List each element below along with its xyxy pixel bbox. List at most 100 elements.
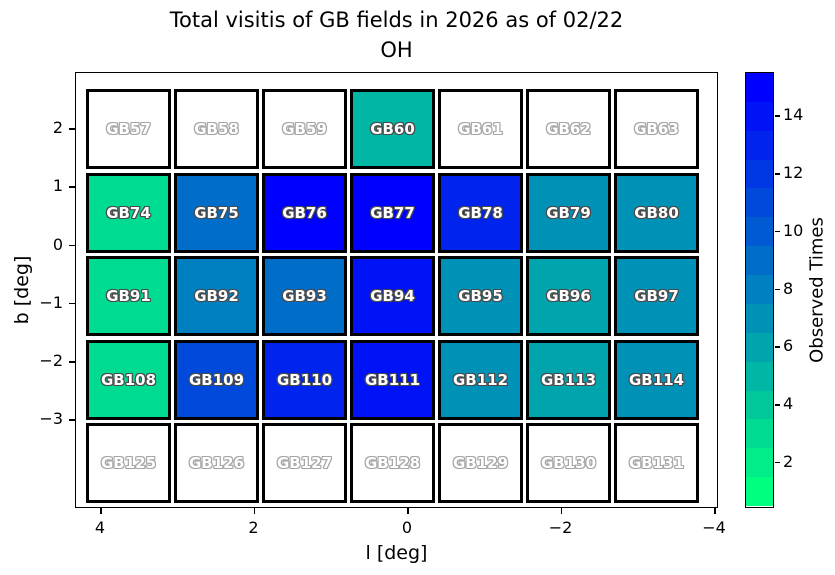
colorbar-tick-label: 10 xyxy=(783,220,804,240)
cell-GB130: GB130 xyxy=(526,423,611,503)
colorbar-tick-label: 6 xyxy=(783,336,794,356)
cell-label: GB94 xyxy=(370,287,415,305)
y-tick-mark xyxy=(69,244,75,247)
cell-label: GB129 xyxy=(452,454,509,472)
x-tick-mark xyxy=(714,508,716,514)
y-tick-mark xyxy=(69,302,75,305)
colorbar-segment xyxy=(746,217,773,247)
cell-GB57: GB57 xyxy=(86,89,171,169)
y-tick-mark xyxy=(69,128,75,130)
colorbar-tick-label: 4 xyxy=(783,393,794,413)
cell-GB114: GB114 xyxy=(614,340,699,420)
cell-label: GB76 xyxy=(282,204,327,222)
colorbar-segment xyxy=(746,477,773,507)
colorbar-segment xyxy=(746,332,773,363)
y-tick-label: 2 xyxy=(52,118,63,137)
cell-GB77: GB77 xyxy=(350,173,435,253)
colorbar-segment xyxy=(746,303,773,334)
cell-label: GB59 xyxy=(282,120,327,138)
colorbar-tick-label: 8 xyxy=(783,278,794,298)
cell-label: GB114 xyxy=(628,371,685,389)
cell-GB93: GB93 xyxy=(262,256,347,336)
y-tick-mark xyxy=(69,361,75,363)
x-tick-label: −4 xyxy=(702,518,726,537)
cell-GB129: GB129 xyxy=(438,423,523,503)
colorbar-segment xyxy=(746,390,773,420)
cell-label: GB110 xyxy=(276,371,333,389)
y-tick-mark xyxy=(69,419,75,421)
x-tick-mark xyxy=(560,508,563,514)
cell-label: GB91 xyxy=(106,287,151,305)
y-tick-mark xyxy=(69,186,75,188)
cell-label: GB130 xyxy=(540,454,597,472)
colorbar-tick-mark xyxy=(775,173,780,175)
cell-label: GB111 xyxy=(364,371,421,389)
colorbar-tick-mark xyxy=(775,346,780,348)
colorbar-segment xyxy=(746,275,773,305)
cell-GB95: GB95 xyxy=(438,256,523,336)
x-tick-mark xyxy=(407,508,409,514)
cell-label: GB128 xyxy=(364,454,421,472)
cell-GB108: GB108 xyxy=(86,340,171,420)
cell-label: GB108 xyxy=(100,371,157,389)
y-tick-label: 0 xyxy=(52,234,63,254)
cell-label: GB61 xyxy=(458,120,503,138)
cell-label: GB80 xyxy=(634,204,679,222)
cell-label: GB92 xyxy=(194,287,239,305)
colorbar-segment xyxy=(746,101,773,132)
cell-GB96: GB96 xyxy=(526,256,611,336)
cell-GB61: GB61 xyxy=(438,89,523,169)
colorbar-segment xyxy=(746,246,773,276)
cell-GB79: GB79 xyxy=(526,173,611,253)
plot-area: GB57 GB58 GB59 GB60 GB61 GB62 GB63 GB74 GB75 GB76… xyxy=(75,72,718,508)
y-axis-label: b [deg] xyxy=(11,255,33,325)
x-axis-label: l [deg] xyxy=(365,542,428,564)
cell-GB59: GB59 xyxy=(262,89,347,169)
y-tick-label: −1 xyxy=(39,292,63,312)
cell-label: GB75 xyxy=(194,204,239,222)
cell-GB97: GB97 xyxy=(614,256,699,336)
y-tick-label: 1 xyxy=(52,176,63,196)
colorbar-tick-label: 12 xyxy=(783,163,804,183)
colorbar-segment xyxy=(746,448,773,478)
cell-GB58: GB58 xyxy=(174,89,259,169)
colorbar-segment xyxy=(746,361,773,392)
cell-label: GB95 xyxy=(458,287,503,305)
chart-title: Total visitis of GB fields in 2026 as of… xyxy=(169,8,624,32)
y-tick-label: −2 xyxy=(39,351,63,370)
cell-label: GB112 xyxy=(452,371,509,389)
cell-label: GB131 xyxy=(628,454,685,472)
cell-GB63: GB63 xyxy=(614,89,699,169)
cell-GB94: GB94 xyxy=(350,256,435,336)
cell-GB113: GB113 xyxy=(526,340,611,420)
cell-label: GB79 xyxy=(546,204,591,222)
cell-label: GB57 xyxy=(106,120,151,138)
cell-GB60: GB60 xyxy=(350,89,435,169)
colorbar xyxy=(745,72,774,508)
cell-GB74: GB74 xyxy=(86,173,171,253)
chart-subtitle: OH xyxy=(380,38,413,62)
cell-label: GB60 xyxy=(370,120,415,138)
x-tick-label: −2 xyxy=(548,518,573,537)
cell-GB75: GB75 xyxy=(174,173,259,253)
colorbar-tick-mark xyxy=(775,461,780,464)
colorbar-tick-label: 14 xyxy=(783,105,804,125)
cell-label: GB96 xyxy=(546,287,591,305)
cell-label: GB97 xyxy=(634,287,679,305)
x-tick-mark xyxy=(253,508,256,514)
cell-GB126: GB126 xyxy=(174,423,259,503)
colorbar-label: Observed Times xyxy=(806,217,828,363)
cell-GB76: GB76 xyxy=(262,173,347,253)
cell-GB109: GB109 xyxy=(174,340,259,420)
colorbar-tick-mark xyxy=(775,403,780,406)
x-tick-label: 4 xyxy=(94,518,106,537)
cell-label: GB126 xyxy=(188,454,245,472)
cell-label: GB127 xyxy=(276,454,333,472)
cell-GB112: GB112 xyxy=(438,340,523,420)
cell-GB110: GB110 xyxy=(262,340,347,420)
cell-label: GB62 xyxy=(546,120,591,138)
x-tick-label: 0 xyxy=(401,518,413,537)
cell-label: GB77 xyxy=(370,204,415,222)
y-tick-label: −3 xyxy=(39,409,63,429)
